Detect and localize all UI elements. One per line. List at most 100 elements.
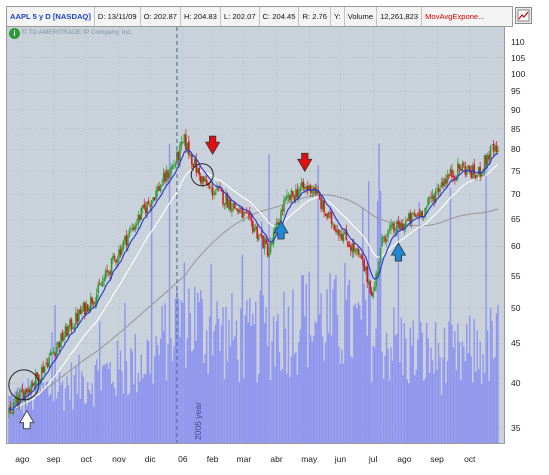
chart-settings-button[interactable] — [515, 7, 532, 24]
volume-bar — [143, 373, 145, 443]
volume-bar — [408, 383, 410, 443]
candle-body — [363, 260, 366, 272]
volume-bar — [260, 221, 263, 443]
volume-bar — [11, 393, 13, 443]
volume-bar — [36, 382, 38, 443]
price-axis: 35 40 45 50 55 60 65 70 75 80 85 90 95 100 105 110 — [505, 26, 545, 444]
candle-body — [473, 164, 476, 175]
volume-bar — [466, 323, 468, 443]
candle-body — [265, 239, 267, 244]
candle-body — [385, 238, 388, 243]
candle-body — [235, 208, 238, 210]
candle-body — [292, 190, 294, 196]
volume-bar — [327, 333, 330, 443]
time-tick-label: abr — [270, 454, 283, 464]
candle-body — [179, 145, 181, 162]
candle-body — [254, 226, 257, 229]
candle-body — [51, 352, 53, 354]
volume-bar — [32, 409, 34, 443]
symbol-label[interactable]: AAPL 5 y D [NASDAQ] — [7, 7, 95, 26]
candle-body — [494, 145, 496, 151]
candle-body — [387, 230, 389, 238]
volume-bar — [136, 392, 138, 443]
price-tick-label: 60 — [511, 241, 521, 252]
candle-body — [479, 166, 481, 177]
volume-bar — [115, 395, 117, 443]
volume-bar — [225, 306, 227, 443]
candle-body — [199, 175, 202, 183]
volume-value: 12,261,823 — [377, 7, 423, 26]
volume-bar — [174, 298, 177, 443]
volume-bar — [121, 371, 123, 443]
candle-body — [158, 186, 160, 191]
candle-body — [193, 158, 196, 167]
volume-bar — [357, 302, 359, 443]
volume-bar — [431, 360, 434, 443]
candle-body — [256, 226, 259, 239]
volume-bar — [351, 358, 354, 443]
volume-bar — [20, 409, 22, 443]
volume-bar — [159, 338, 162, 443]
candle-body — [165, 169, 168, 182]
red-down-arrow-icon — [204, 135, 221, 156]
volume-bar — [472, 382, 474, 443]
volume-bar — [308, 271, 310, 443]
volume-bar — [189, 313, 192, 443]
volume-bar — [494, 356, 496, 443]
candle-body — [378, 262, 380, 275]
candle-body — [332, 223, 334, 225]
volume-bar — [142, 378, 144, 443]
candle-body — [281, 209, 284, 212]
volume-bar — [362, 207, 364, 443]
volume-bar — [191, 351, 193, 443]
candle-body — [191, 155, 193, 165]
time-tick-label: dic — [144, 454, 156, 464]
candle-body — [369, 280, 371, 293]
blue-up-arrow-icon — [390, 242, 407, 262]
volume-bar — [415, 370, 417, 443]
candle-body — [427, 197, 429, 206]
volume-bar — [385, 332, 388, 443]
candle-body — [88, 308, 91, 312]
candle-body — [243, 212, 245, 217]
chart-plot-area[interactable] — [6, 26, 505, 444]
candle-body — [361, 256, 364, 260]
volume-bar — [93, 406, 95, 443]
volume-bar — [203, 363, 205, 443]
study-label[interactable]: MovAvgExpone... — [425, 12, 485, 21]
candle-body — [143, 204, 146, 208]
volume-bar — [315, 323, 318, 443]
volume-bar — [390, 347, 392, 443]
candle-body — [251, 220, 254, 232]
candle-body — [289, 194, 291, 201]
candle-body — [201, 176, 204, 184]
volume-bar — [48, 395, 50, 443]
volume-bar — [156, 345, 159, 443]
candle-body — [130, 228, 132, 230]
candle-body — [465, 169, 468, 175]
candle-body — [321, 200, 324, 210]
candle-body — [421, 211, 423, 218]
candle-body — [372, 292, 374, 298]
volume-bar — [397, 219, 400, 443]
volume-bar — [495, 313, 498, 443]
candle-body — [451, 169, 453, 178]
candle-body — [144, 207, 147, 214]
volume-bar — [348, 279, 351, 443]
candle-body — [216, 186, 218, 191]
volume-bar — [384, 355, 386, 443]
candle-body — [335, 229, 337, 232]
candle-body — [338, 229, 340, 236]
volume-bar — [259, 290, 261, 443]
candle-body — [213, 194, 215, 195]
candle-body — [277, 222, 279, 225]
volume-bar — [130, 347, 132, 443]
candle-body — [366, 266, 369, 283]
candle-body — [284, 197, 287, 201]
candle-body — [26, 388, 28, 393]
td-ameritrade-logo-icon: i — [9, 28, 20, 39]
volume-bar — [281, 368, 284, 443]
candle-body — [134, 225, 137, 230]
candle-body — [257, 236, 260, 240]
candle-body — [324, 213, 327, 216]
